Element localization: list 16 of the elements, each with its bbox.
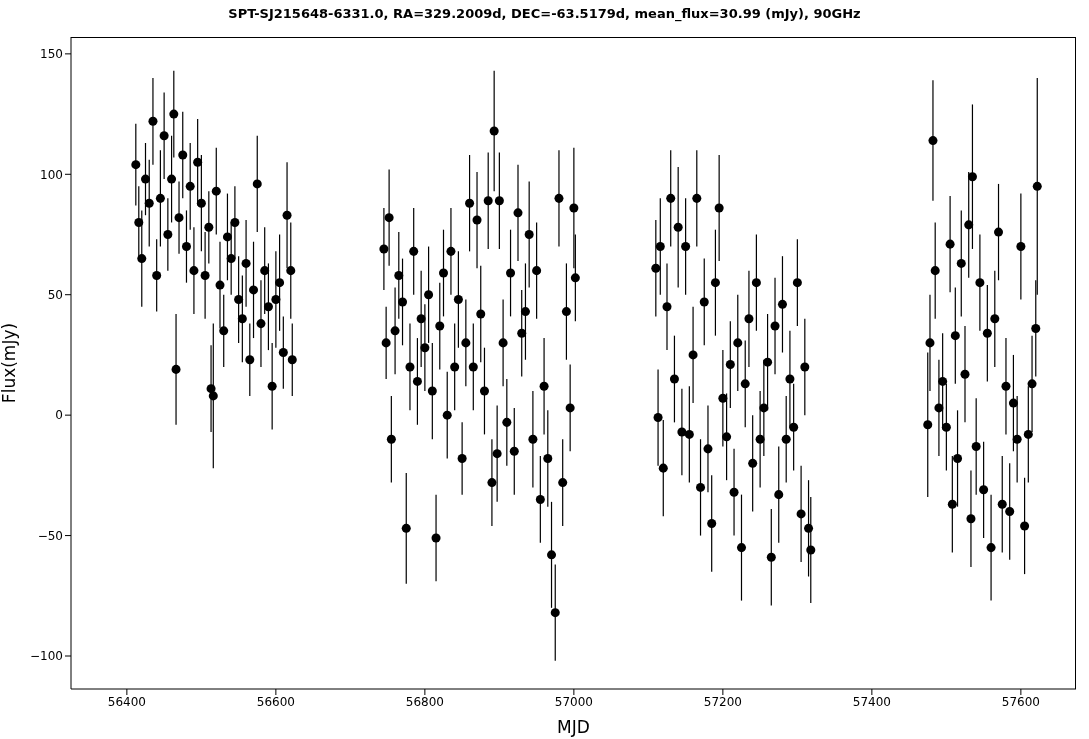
- x-axis-title: MJD: [557, 717, 590, 737]
- y-tick-label: 0: [55, 408, 63, 423]
- y-tick-label: 50: [47, 287, 63, 302]
- y-tick-label: 150: [40, 47, 63, 62]
- x-tick-label: 57400: [852, 694, 891, 709]
- chart-title: SPT-SJ215648-6331.0, RA=329.2009d, DEC=-63.5179d, mean_flux=30.99 (mJy), 90GHz: [227, 6, 862, 21]
- x-tick-label: 56400: [107, 694, 146, 709]
- x-tick-label: 56600: [256, 694, 295, 709]
- x-tick-label: 57600: [1001, 694, 1040, 709]
- y-tick-label: −100: [30, 649, 63, 664]
- x-tick-label: 57200: [703, 694, 742, 709]
- y-axis-title: Flux(mJy): [0, 322, 20, 404]
- x-tick-label: 56800: [405, 694, 444, 709]
- x-tick-label: 57000: [554, 694, 593, 709]
- y-tick-label: 100: [40, 167, 63, 182]
- y-tick-label: −50: [37, 528, 63, 543]
